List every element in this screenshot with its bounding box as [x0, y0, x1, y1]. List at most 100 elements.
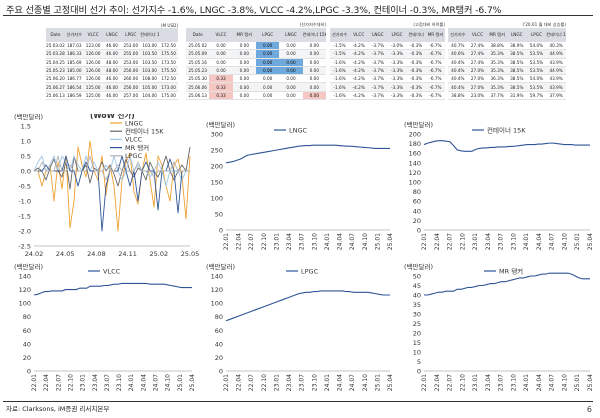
x-tick-label: 25.01 — [574, 374, 581, 391]
table-row: 40.7% 27.4% 38.8% 38.9% 54.0% 40.3% — [448, 42, 566, 51]
table-cell: 25.06.20 — [46, 74, 65, 84]
y-tick-label: 25 — [413, 320, 421, 328]
table-cell: 38.5% — [506, 82, 527, 92]
table-cell: 25.06.06 — [186, 82, 210, 92]
x-tick-label: 23.04 — [92, 374, 99, 391]
y-tick-label: 80 — [413, 188, 421, 196]
table-cell: 25.05.16 — [186, 58, 210, 67]
table-cell: 0.00 — [232, 66, 256, 76]
x-tick-label: 24.04 — [536, 233, 543, 250]
table-header: Date — [46, 28, 65, 42]
table-cell: 185.69 — [64, 58, 84, 67]
table-cell: 38.5% — [506, 66, 527, 76]
table-cell: 53.5% — [526, 66, 547, 76]
table-cell: -3.7% — [368, 91, 388, 101]
table-cell: 0.00 — [279, 58, 303, 67]
table-row: 25.06.27 186.54 125.00 46.00 256.00 105.00 173… — [46, 82, 178, 92]
table-row: 25.05.30 0.33 0.00 0.00 0.00 0.00 — [186, 74, 326, 84]
y-tick-label: 150 — [211, 179, 223, 187]
y-tick-label: 120 — [19, 286, 31, 294]
y-tick-label: 0 — [219, 227, 223, 235]
table-header: LNGC — [102, 28, 122, 42]
x-tick-label: 24.05 — [56, 250, 75, 258]
table-cell: 0.00 — [209, 42, 233, 51]
table-cell: 187.03 — [64, 42, 84, 51]
table-cell: -4.2% — [349, 74, 369, 84]
table-header: LPGC — [387, 28, 407, 42]
table-cell: 25.05.30 — [186, 74, 210, 84]
table-cell: 36.3% — [487, 74, 507, 84]
table-cell: 255.00 — [121, 49, 141, 59]
table-cell: 27.4% — [467, 42, 488, 51]
y-tick-label: 140 — [19, 273, 31, 281]
table-cell: 27.0% — [467, 82, 488, 92]
table-header: VLCC — [209, 28, 233, 42]
x-tick-label: 24.04 — [140, 374, 147, 391]
x-tick-label: 24.02 — [25, 250, 44, 258]
y-tick-label: 100 — [409, 179, 421, 187]
x-tick-label: 25.04 — [587, 374, 594, 391]
x-tick-label: 22.10 — [261, 374, 268, 391]
table-cell: 253.00 — [121, 42, 141, 51]
y-tick-label: 20 — [215, 354, 223, 362]
y-tick-label: 140 — [211, 273, 223, 281]
y-tick-label: 10 — [413, 349, 421, 357]
table-cell: 0.00 — [255, 74, 280, 84]
table-cell: 0.00 — [279, 66, 303, 76]
table-cell: -1.5% — [330, 49, 350, 59]
table-header: 선가지수 — [448, 28, 468, 42]
table-cell: 103.00 — [140, 42, 160, 51]
series-line-LPGC — [34, 155, 190, 181]
table-cell: 25.06.13 — [46, 91, 65, 101]
table-cell: -1.6% — [330, 66, 350, 76]
x-tick-label: 22.04 — [434, 374, 441, 391]
table-cell: 173.00 — [159, 82, 178, 92]
y-tick-label: 0 — [219, 368, 223, 376]
x-tick-label: 23.10 — [311, 374, 318, 391]
table-cell: 25.05.23 — [46, 66, 65, 76]
table-row: 25.06.20 186.77 126.00 46.00 260.00 108.00 172… — [46, 74, 178, 84]
table-cell: 37.7% — [487, 91, 507, 101]
table-cell: -1.5% — [330, 42, 350, 51]
legend-label: VLCC — [125, 136, 143, 144]
table-cell: 0.00 — [255, 58, 280, 67]
table-cell: 105.00 — [140, 82, 160, 92]
table-cell: 25.03.28 — [46, 49, 65, 59]
x-tick-label: 23.01 — [472, 233, 479, 250]
table-cell: 54.0% — [526, 74, 547, 84]
table-header: LNGC — [368, 28, 388, 42]
container-chart: (백만달러) 200 180 160 140 120 100 80 60 40 20 0 22.01 22… — [398, 114, 598, 264]
table-cell: 250.00 — [121, 66, 141, 76]
table-cell: 172.50 — [159, 42, 178, 51]
series-line-MR-탱커 — [424, 272, 590, 296]
table-cell: 186.77 — [64, 74, 84, 84]
x-tick-label: 22.07 — [447, 233, 454, 250]
table-cell: 27.4% — [467, 58, 488, 67]
table-cell: 37.9% — [546, 91, 566, 101]
y-axis-label: (백만달러) — [14, 114, 43, 121]
table-header: LPGC — [121, 28, 141, 42]
table-cell: 0.00 — [232, 49, 256, 59]
table-cell: -3.3% — [387, 49, 407, 59]
x-tick-label: 22.07 — [248, 374, 255, 391]
lpgc-chart: (백만달러) 140 120 100 80 60 40 20 0 22.01 22.04 22.07 2… — [200, 258, 398, 403]
table-row: 38.8% 23.0% 37.7% 31.9% 59.7% 37.9% — [448, 91, 566, 101]
table-cell: -0.3% — [406, 49, 426, 59]
table-cell: 175.50 — [159, 49, 178, 59]
table-caption: (M USD) — [160, 22, 178, 28]
table-cell: 0.00 — [279, 74, 303, 84]
x-tick-label: 23.04 — [286, 374, 293, 391]
series-line-LPGC — [225, 290, 390, 322]
table-cell: 126.00 — [83, 66, 103, 76]
table-header: VLCC — [83, 28, 103, 42]
table-cell: 126.00 — [83, 49, 103, 59]
table-cell: -3.3% — [387, 58, 407, 67]
x-tick-label: 24.01 — [324, 233, 331, 250]
y-tick-label: -2.0 — [18, 228, 31, 236]
table-cell: 0.00 — [255, 91, 280, 101]
table-header: 선가지수 — [330, 28, 350, 42]
table-cell: 257.00 — [121, 91, 141, 101]
x-tick-label: 24.07 — [349, 233, 356, 250]
table-cell: 256.00 — [121, 82, 141, 92]
